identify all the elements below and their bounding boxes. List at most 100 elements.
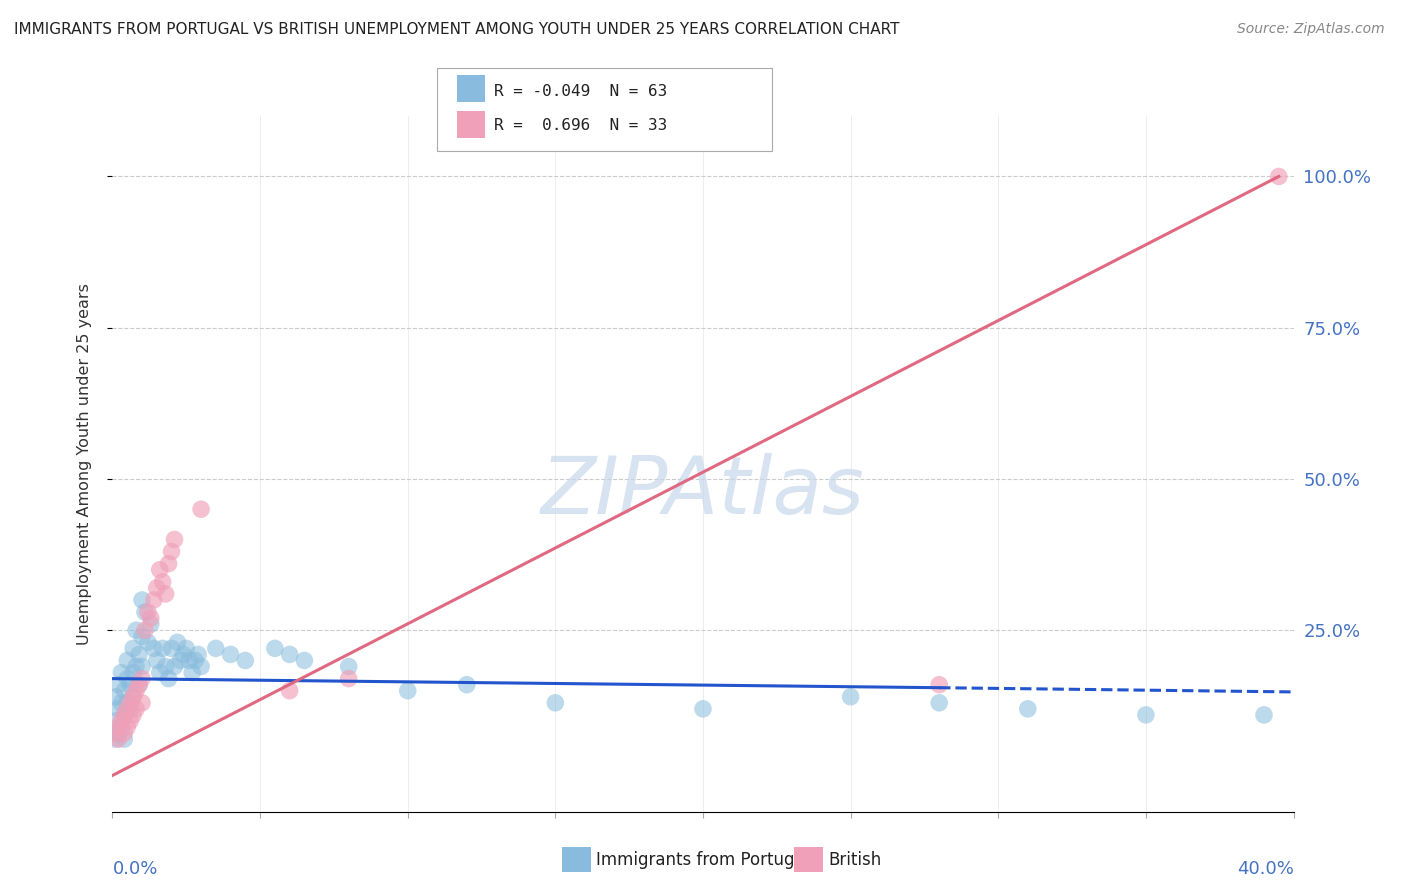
Point xyxy=(104,732,127,747)
Point xyxy=(110,665,132,680)
Point xyxy=(128,678,150,692)
Point xyxy=(131,696,153,710)
Point xyxy=(839,690,862,704)
Text: ZIPAtlas: ZIPAtlas xyxy=(541,452,865,531)
Point xyxy=(157,557,180,571)
Point xyxy=(233,653,256,667)
Point xyxy=(122,641,145,656)
Point xyxy=(187,648,209,662)
Text: R = -0.049  N = 63: R = -0.049 N = 63 xyxy=(494,84,666,99)
Text: British: British xyxy=(828,851,882,869)
Point xyxy=(125,683,148,698)
Point xyxy=(142,593,165,607)
Text: 0.0%: 0.0% xyxy=(112,860,157,878)
Point xyxy=(112,726,135,740)
Point xyxy=(104,690,127,704)
Point xyxy=(107,702,129,716)
Point xyxy=(128,678,150,692)
Point xyxy=(337,659,360,673)
Point xyxy=(110,720,132,734)
Point xyxy=(131,629,153,643)
Point xyxy=(112,683,135,698)
Text: Source: ZipAtlas.com: Source: ZipAtlas.com xyxy=(1237,22,1385,37)
Point xyxy=(396,683,419,698)
Point xyxy=(134,605,156,619)
Point xyxy=(117,720,138,734)
Point xyxy=(1135,707,1157,722)
Point xyxy=(337,672,360,686)
Point xyxy=(1268,169,1291,184)
Point xyxy=(146,653,169,667)
Point xyxy=(136,605,159,619)
Point xyxy=(169,653,191,667)
Point xyxy=(184,653,207,667)
Point xyxy=(110,696,132,710)
Point xyxy=(107,678,129,692)
Point xyxy=(122,665,145,680)
Point xyxy=(139,611,162,625)
Point xyxy=(104,714,127,728)
Text: R =  0.696  N = 33: R = 0.696 N = 33 xyxy=(494,119,666,134)
Point xyxy=(278,683,301,698)
Point xyxy=(149,665,172,680)
Point xyxy=(107,732,129,747)
Y-axis label: Unemployment Among Youth under 25 years: Unemployment Among Youth under 25 years xyxy=(77,283,91,645)
Point xyxy=(278,648,301,662)
Point xyxy=(112,707,135,722)
Point xyxy=(152,641,174,656)
Point xyxy=(128,648,150,662)
Text: Immigrants from Portugal: Immigrants from Portugal xyxy=(596,851,810,869)
Point xyxy=(117,702,138,716)
Point xyxy=(112,732,135,747)
Point xyxy=(117,672,138,686)
Point xyxy=(928,696,950,710)
Point xyxy=(160,544,183,558)
Point xyxy=(190,659,212,673)
Point xyxy=(174,641,197,656)
Point xyxy=(120,714,142,728)
Point xyxy=(179,653,201,667)
Point xyxy=(163,533,186,547)
Point xyxy=(928,678,950,692)
Point xyxy=(104,726,127,740)
Point xyxy=(292,653,315,667)
Point xyxy=(136,635,159,649)
Point xyxy=(1253,707,1275,722)
Point xyxy=(160,641,183,656)
Point xyxy=(1017,702,1039,716)
Point xyxy=(112,707,135,722)
Point xyxy=(152,574,174,589)
Point xyxy=(157,672,180,686)
Point xyxy=(131,659,153,673)
Point xyxy=(110,714,132,728)
Point xyxy=(117,696,138,710)
Point xyxy=(155,659,177,673)
Point xyxy=(125,659,148,673)
Point xyxy=(544,696,567,710)
Point xyxy=(264,641,287,656)
Point xyxy=(692,702,714,716)
Point xyxy=(117,653,138,667)
Text: IMMIGRANTS FROM PORTUGAL VS BRITISH UNEMPLOYMENT AMONG YOUTH UNDER 25 YEARS CORR: IMMIGRANTS FROM PORTUGAL VS BRITISH UNEM… xyxy=(14,22,900,37)
Point xyxy=(163,659,186,673)
Point xyxy=(146,581,169,595)
Point xyxy=(107,726,129,740)
Text: 40.0%: 40.0% xyxy=(1237,860,1294,878)
Point xyxy=(142,641,165,656)
Point xyxy=(125,702,148,716)
Point xyxy=(219,648,242,662)
Point xyxy=(131,593,153,607)
Point xyxy=(166,635,188,649)
Point xyxy=(122,690,145,704)
Point xyxy=(131,672,153,686)
Point xyxy=(190,502,212,516)
Point xyxy=(134,624,156,638)
Point xyxy=(120,702,142,716)
Point xyxy=(456,678,478,692)
Point xyxy=(122,690,145,704)
Point xyxy=(107,720,129,734)
Point xyxy=(172,648,194,662)
Point xyxy=(120,696,142,710)
Point xyxy=(181,665,204,680)
Point xyxy=(125,624,148,638)
